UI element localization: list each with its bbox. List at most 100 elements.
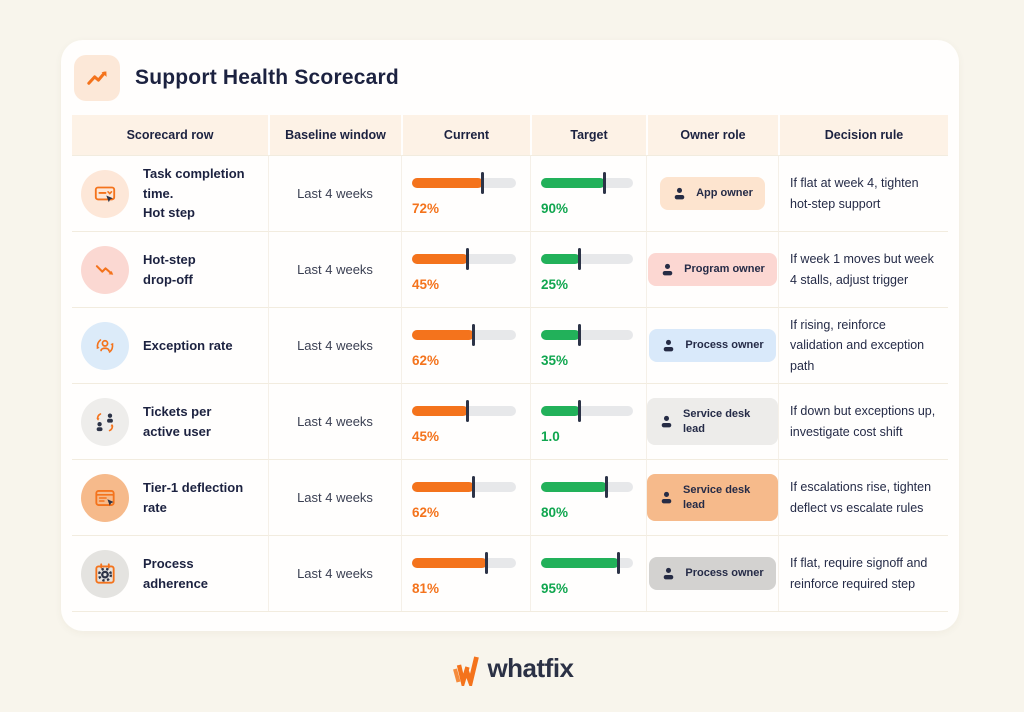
calendar-gear-icon — [81, 549, 129, 598]
metric-cell: Tickets per active user — [72, 383, 268, 459]
metric-cell: Exception rate — [72, 307, 268, 383]
target-bar-marker — [577, 399, 581, 422]
person-icon — [661, 566, 676, 581]
metric-name: Task completion time. Hot step — [143, 166, 245, 221]
current-value: 45% — [412, 428, 440, 444]
owner-badge: Service desk lead — [647, 473, 778, 522]
owner-label: Process owner — [685, 567, 764, 580]
metric-name: Tier-1 deflection rate — [143, 480, 244, 515]
current-cell: 62% — [401, 307, 530, 383]
target-cell: 25% — [530, 231, 646, 307]
current-cell: 45% — [401, 231, 530, 307]
metric-name: Exception rate — [143, 337, 233, 353]
current-bar-marker — [472, 475, 476, 498]
current-bar-marker — [472, 323, 476, 346]
card-header: Support Health Scorecard — [61, 40, 959, 115]
scorecard-table: Scorecard row Baseline window Current Ta… — [72, 115, 948, 612]
decision-rule: If escalations rise, tighten deflect vs … — [790, 480, 932, 515]
person-sync-icon — [81, 321, 129, 370]
scorecard-card: Support Health Scorecard Scorecard row B… — [61, 40, 959, 631]
baseline-window: Last 4 weeks — [268, 535, 401, 611]
target-bar-marker — [617, 551, 621, 574]
current-bar-marker — [480, 171, 484, 194]
current-value: 72% — [412, 200, 440, 216]
rule-cell: If down but exceptions up, investigate c… — [778, 383, 948, 459]
current-cell: 62% — [401, 459, 530, 535]
target-value: 25% — [541, 276, 569, 292]
rule-cell: If flat, require signoff and reinforce r… — [778, 535, 948, 611]
target-bar-marker — [577, 323, 581, 346]
column-header-decision-rule: Decision rule — [778, 115, 948, 155]
target-bar-fill — [541, 329, 580, 340]
person-icon — [659, 490, 674, 505]
target-bar-track — [541, 253, 633, 264]
baseline-window: Last 4 weeks — [268, 155, 401, 231]
person-icon — [661, 338, 676, 353]
owner-badge: Service desk lead — [647, 397, 778, 446]
owner-cell: Service desk lead — [646, 459, 778, 535]
target-cell: 80% — [530, 459, 646, 535]
target-bar-fill — [541, 253, 580, 264]
owner-label: Program owner — [684, 263, 765, 276]
metric-cell: Task completion time. Hot step — [72, 155, 268, 231]
metric-cell: Tier-1 deflection rate — [72, 459, 268, 535]
owner-cell: App owner — [646, 155, 778, 231]
target-value: 35% — [541, 352, 569, 368]
baseline-window: Last 4 weeks — [268, 459, 401, 535]
current-bar-fill — [412, 177, 483, 188]
owner-label: Service desk lead — [683, 483, 751, 511]
target-cell: 35% — [530, 307, 646, 383]
owner-badge: Process owner — [649, 329, 776, 362]
baseline-window: Last 4 weeks — [268, 383, 401, 459]
current-cell: 72% — [401, 155, 530, 231]
baseline-window: Last 4 weeks — [268, 231, 401, 307]
target-value: 95% — [541, 580, 569, 596]
target-bar-fill — [541, 405, 580, 416]
target-value: 90% — [541, 200, 569, 216]
rule-cell: If flat at week 4, tighten hot-step supp… — [778, 155, 948, 231]
target-bar-track — [541, 329, 633, 340]
decision-rule: If down but exceptions up, investigate c… — [790, 404, 936, 439]
owner-badge: Process owner — [649, 557, 776, 590]
target-cell: 90% — [530, 155, 646, 231]
target-value: 1.0 — [541, 428, 560, 444]
column-header-owner-role: Owner role — [646, 115, 778, 155]
target-bar-track — [541, 405, 633, 416]
current-cell: 45% — [401, 383, 530, 459]
owner-label: App owner — [696, 187, 753, 200]
target-cell: 1.0 — [530, 383, 646, 459]
target-bar-fill — [541, 481, 608, 492]
column-header-current: Current — [401, 115, 530, 155]
current-value: 62% — [412, 352, 440, 368]
owner-cell: Program owner — [646, 231, 778, 307]
column-header-target: Target — [530, 115, 646, 155]
current-cell: 81% — [401, 535, 530, 611]
decision-rule: If flat at week 4, tighten hot-step supp… — [790, 176, 919, 211]
rule-cell: If escalations rise, tighten deflect vs … — [778, 459, 948, 535]
target-bar-marker — [603, 171, 607, 194]
metric-name: Tickets per active user — [143, 404, 212, 439]
current-bar-fill — [412, 329, 475, 340]
rule-cell: If rising, reinforce validation and exce… — [778, 307, 948, 383]
current-bar-fill — [412, 253, 469, 264]
current-bar-marker — [466, 247, 470, 270]
current-bar-marker — [466, 399, 470, 422]
page-title: Support Health Scorecard — [135, 66, 399, 89]
whatfix-w-icon — [450, 654, 486, 686]
owner-label: Process owner — [685, 339, 764, 352]
target-bar-marker — [605, 475, 609, 498]
current-bar-fill — [412, 481, 475, 492]
trend-up-icon — [74, 55, 120, 101]
current-bar-fill — [412, 405, 469, 416]
baseline-window: Last 4 weeks — [268, 307, 401, 383]
owner-cell: Service desk lead — [646, 383, 778, 459]
decision-rule: If rising, reinforce validation and exce… — [790, 318, 925, 373]
column-header-baseline-window: Baseline window — [268, 115, 401, 155]
trend-down-icon — [81, 245, 129, 294]
decision-rule: If week 1 moves but week 4 stalls, adjus… — [790, 252, 934, 287]
owner-cell: Process owner — [646, 307, 778, 383]
person-icon — [660, 262, 675, 277]
decision-rule: If flat, require signoff and reinforce r… — [790, 556, 928, 591]
target-bar-fill — [541, 557, 620, 568]
owner-label: Service desk lead — [683, 407, 751, 435]
